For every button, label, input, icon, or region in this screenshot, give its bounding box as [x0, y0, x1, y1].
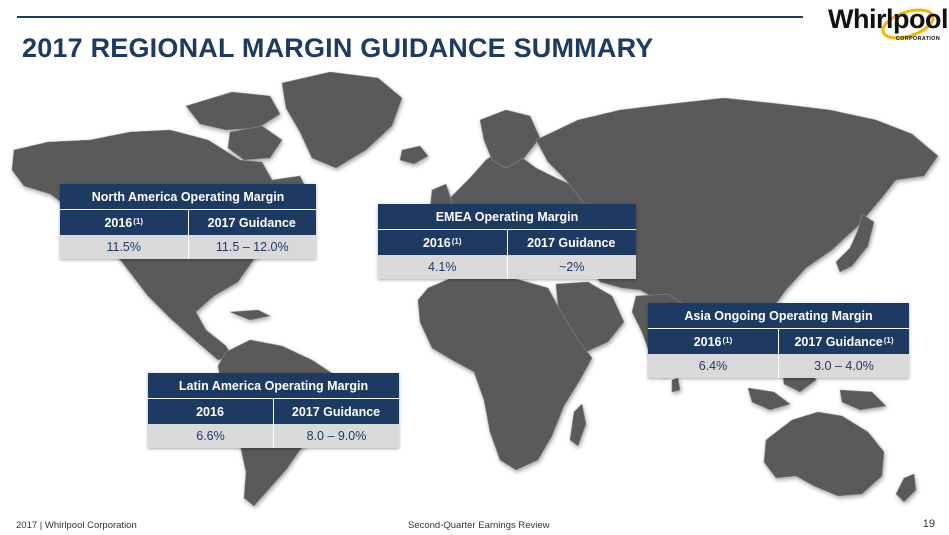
card-column-headers: 2016 (1) 2017 Guidance (1): [648, 329, 909, 354]
indonesia-shape: [747, 387, 791, 411]
value-2016: 11.5%: [106, 240, 141, 254]
sri-lanka-shape: [671, 377, 681, 393]
col-2017-guidance: 2017 Guidance (1): [778, 329, 909, 354]
caribbean-shape: [229, 309, 271, 321]
africa-shape: [417, 273, 593, 471]
col-2016: 2016 (1): [693, 334, 733, 349]
col-2017-guidance: 2017 Guidance: [506, 230, 637, 255]
value-2017-guidance: ~2%: [506, 255, 637, 279]
logo-wordmark: Whirlpool: [828, 4, 948, 34]
col-2016: 2016: [196, 404, 224, 419]
iceland-shape: [399, 145, 429, 165]
logo-swoosh-icon: [881, 8, 935, 40]
card-header: Asia Ongoing Operating Margin: [648, 303, 909, 329]
greenland-shape: [281, 71, 403, 169]
card-values: 6.6% 8.0 – 9.0%: [148, 424, 399, 448]
slide-title: 2017 REGIONAL MARGIN GUIDANCE SUMMARY: [22, 33, 654, 63]
value-2017-guidance: 3.0 – 4.0%: [778, 354, 909, 378]
arctic-islands-shape: [185, 91, 281, 131]
new-guinea-shape: [839, 389, 887, 411]
value-2016: 6.6%: [196, 429, 225, 443]
emea-card: EMEA Operating Margin 2016 (1) 2017 Guida…: [378, 204, 636, 279]
arctic-islands-shape-2: [227, 125, 283, 161]
card-values: 4.1% ~2%: [378, 255, 636, 279]
new-zealand-shape: [895, 473, 917, 503]
card-values: 6.4% 3.0 – 4.0%: [648, 354, 909, 378]
col-2017-guidance: 2017 Guidance: [187, 210, 317, 235]
footer-title: Second-Quarter Earnings Review: [408, 520, 550, 531]
japan-shape: [835, 213, 875, 273]
card-values: 11.5% 11.5 – 12.0%: [60, 235, 316, 259]
card-header: EMEA Operating Margin: [378, 204, 636, 230]
value-2017-guidance: 8.0 – 9.0%: [273, 424, 399, 448]
value-2016: 4.1%: [428, 260, 457, 274]
north-america-card: North America Operating Margin 2016 (1) 2…: [60, 184, 316, 259]
value-2017-guidance: 11.5 – 12.0%: [187, 235, 317, 259]
page-number: 19: [922, 518, 935, 530]
whirlpool-logo: Whirlpool CORPORATION: [822, 2, 948, 48]
latin-america-card: Latin America Operating Margin 2016 2017…: [148, 373, 399, 448]
card-column-headers: 2016 2017 Guidance: [148, 399, 399, 424]
card-column-headers: 2016 (1) 2017 Guidance: [60, 210, 316, 235]
scandinavia-shape: [479, 109, 541, 169]
col-2017-guidance: 2017 Guidance: [273, 399, 399, 424]
top-rule: [17, 16, 803, 18]
logo-subtitle: CORPORATION: [895, 36, 940, 42]
australia-shape: [763, 411, 885, 497]
asia-card: Asia Ongoing Operating Margin 2016 (1) 20…: [648, 303, 909, 378]
value-2016: 6.4%: [698, 359, 728, 373]
card-column-headers: 2016 (1) 2017 Guidance: [378, 230, 636, 255]
footer-copyright: 2017 | Whirlpool Corporation: [16, 520, 137, 531]
card-header: Latin America Operating Margin: [148, 373, 399, 399]
col-2016: 2016 (1): [422, 235, 462, 250]
madagascar-shape: [569, 403, 587, 447]
card-header: North America Operating Margin: [60, 184, 316, 210]
col-2016: 2016 (1): [104, 215, 144, 230]
